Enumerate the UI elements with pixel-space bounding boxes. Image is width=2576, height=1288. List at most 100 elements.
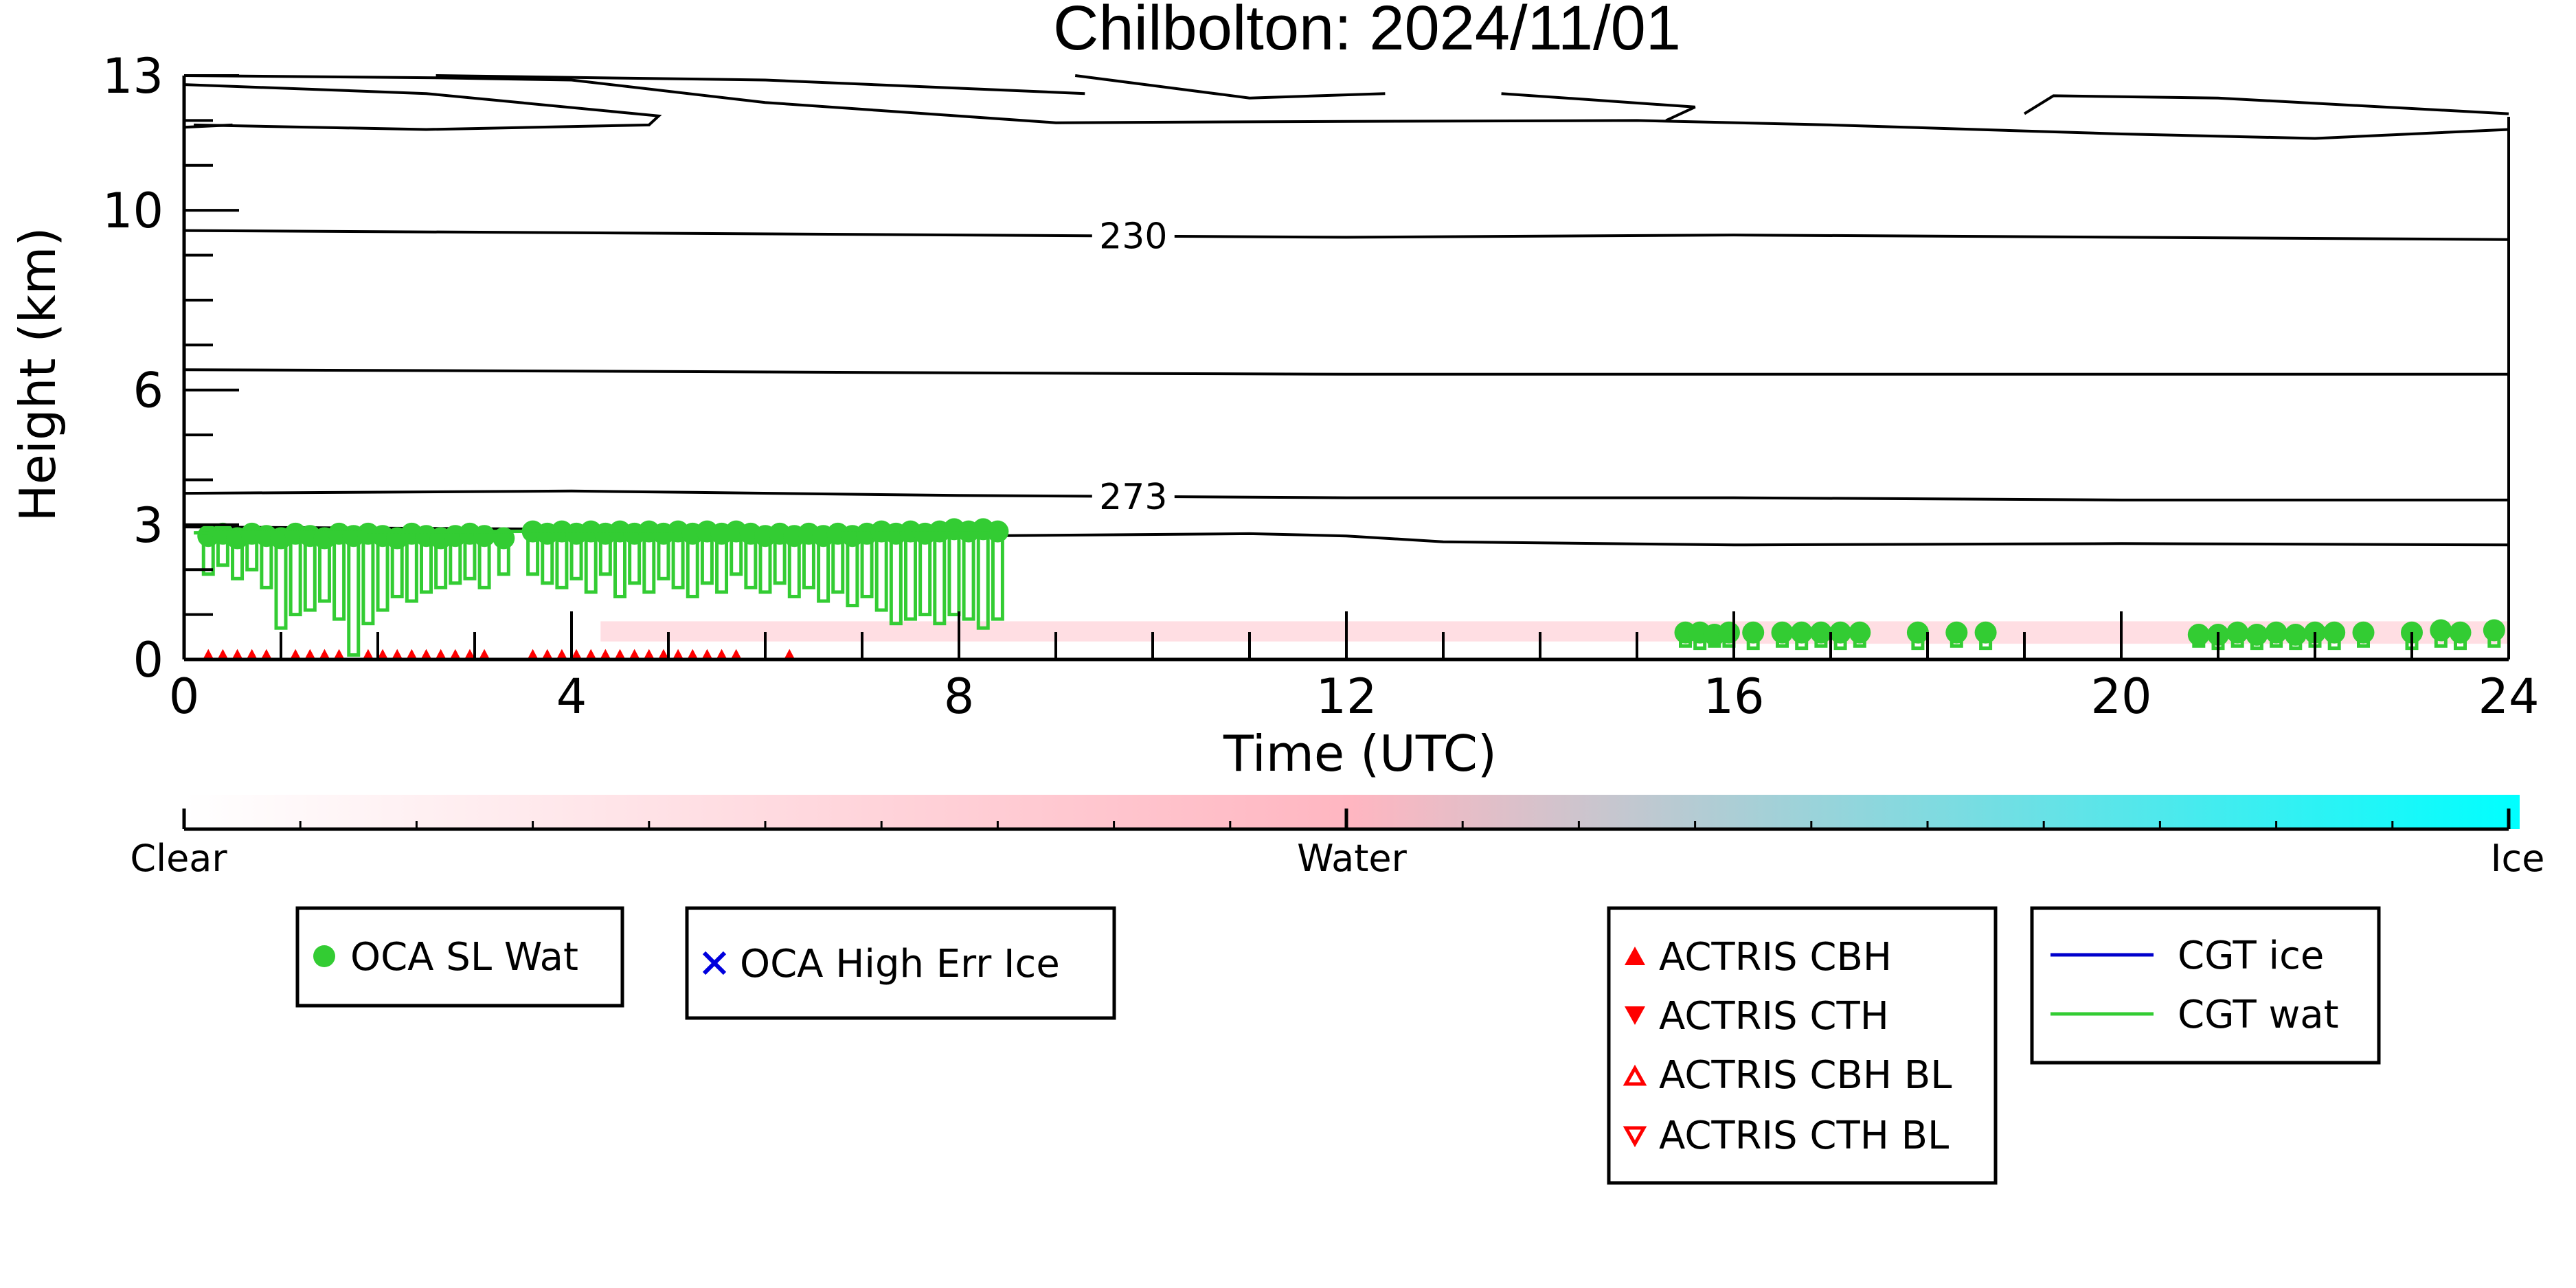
actris-cbh-point	[216, 648, 229, 661]
temperature-contours: 230 273	[183, 74, 2509, 547]
oca-sl-wat-bar	[889, 532, 903, 626]
actris-cbh-point	[570, 648, 583, 661]
legend-label-cgt-wat: CGT wat	[2178, 993, 2339, 1037]
actris-cbh-point	[420, 648, 433, 661]
oca-sl-wat-bar	[962, 530, 975, 621]
oca-sl-wat-point	[1809, 621, 1832, 644]
actris-cbh-point	[434, 648, 447, 661]
contour-line-5	[183, 74, 2509, 140]
oca-sl-wat-point	[2483, 619, 2505, 642]
legend-marker-actris-cth	[1625, 1006, 1645, 1025]
actris-cbh-point	[541, 648, 554, 661]
oca-sl-wat-bar	[289, 532, 302, 617]
oca-sl-wat-bar	[874, 530, 888, 612]
x-tick-label: 16	[1703, 668, 1764, 725]
y-tick-label: 6	[133, 363, 163, 419]
colorbar	[184, 795, 2520, 829]
oca-sl-wat-bar	[991, 530, 1004, 621]
oca-sl-wat-point	[2430, 619, 2452, 642]
legend-label-actris-cth-bl: ACTRIS CTH BL	[1659, 1114, 1949, 1158]
contour-line-2	[183, 489, 2509, 501]
oca-sl-wat-bar	[976, 527, 990, 630]
x-tick-label: 0	[169, 668, 200, 725]
actris-cbh-point	[585, 648, 598, 661]
contour-line-0	[183, 229, 2509, 241]
legend-label-actris-cbh-bl: ACTRIS CBH BL	[1659, 1053, 1952, 1098]
oca-sl-wat-bar	[933, 530, 947, 626]
actris-cbh-point	[642, 648, 655, 661]
actris-cbh-point	[405, 648, 418, 661]
legend-marker-oca-high-err-ice	[702, 951, 727, 975]
actris-cbh-point	[391, 648, 404, 661]
oca-sl-wat-point	[1945, 621, 1968, 644]
actris-cbh-point	[376, 648, 389, 661]
oca-sl-wat-point	[2187, 624, 2210, 646]
actris-cbh-point	[332, 648, 346, 661]
oca-sl-wat-point	[2246, 624, 2268, 646]
oca-sl-wat-point	[2226, 621, 2249, 644]
actris-cbh-point	[783, 648, 796, 661]
oca-sl-wat-point	[1829, 621, 1852, 644]
oca-sl-wat-bar	[918, 532, 932, 617]
plot-axes: 0 4 8 12 16 20 24 0 3 6 10 13	[102, 48, 2540, 725]
actris-cbh-point	[730, 648, 743, 661]
contour-label-bg-2	[1092, 475, 1175, 517]
actris-cbh-point	[686, 648, 699, 661]
legend-label-actris-cbh: ACTRIS CBH	[1659, 935, 1892, 980]
colorbar-label-clear: Clear	[130, 837, 227, 880]
oca-sl-wat-bar	[303, 534, 317, 612]
chart-title: Chilbolton: 2024/11/01	[1053, 0, 1681, 63]
x-tick-label: 4	[556, 668, 587, 725]
legend-label-actris-cth: ACTRIS CTH	[1659, 994, 1889, 1039]
actris-cbh-point	[318, 648, 331, 661]
actris-cbh-point	[231, 648, 244, 661]
actris-cbh-point	[245, 648, 258, 661]
y-tick-label: 13	[102, 48, 163, 104]
x-tick-label: 12	[1315, 668, 1377, 725]
contour-line-9	[2023, 94, 2509, 115]
legend-cgt: CGT ice CGT wat	[2030, 906, 2381, 1065]
actris-cbh-point	[715, 648, 728, 661]
y-tick-label: 0	[133, 632, 163, 688]
actris-cbh-point	[463, 648, 476, 661]
oca-sl-wat-point	[2284, 624, 2307, 646]
oca-sl-wat-bar	[332, 532, 346, 621]
actris-cbh-point	[449, 648, 462, 661]
x-tick-label: 20	[2090, 668, 2151, 725]
actris-cbh-point	[478, 648, 491, 661]
legend-oca-sl-wat: OCA SL Wat	[295, 906, 624, 1008]
colorbar-label-water: Water	[1297, 837, 1407, 880]
x-tick-label: 8	[944, 668, 975, 725]
cgt-wat-line	[194, 527, 1008, 535]
oca-sl-wat-bar	[904, 530, 917, 621]
contour-label-273: 273	[1099, 477, 1167, 518]
legend-oca-high-err-ice: OCA High Err Ice	[685, 906, 1116, 1020]
colorbar-label-ice: Ice	[2491, 837, 2545, 880]
oca-sl-wat-point	[1771, 621, 1794, 644]
actris-cbh-series	[202, 648, 796, 661]
water-band-0	[600, 621, 1686, 642]
actris-cbh-point	[613, 648, 626, 661]
y-tick-label: 3	[133, 497, 163, 554]
contour-label-230: 230	[1099, 216, 1167, 258]
oca-sl-wat-point	[1974, 621, 1997, 644]
legend-marker-oca-sl-wat	[313, 945, 335, 967]
oca-sl-wat-point	[2323, 621, 2346, 644]
actris-cbh-point	[672, 648, 685, 661]
x-tick-label: 24	[2478, 668, 2539, 725]
actris-cbh-point	[260, 648, 273, 661]
legend-marker-actris-cbh	[1625, 947, 1645, 965]
legend-label-cgt-ice: CGT ice	[2178, 934, 2324, 978]
oca-sl-wat-point	[2449, 621, 2472, 644]
actris-cbh-point	[289, 648, 302, 661]
actris-cbh-point	[526, 648, 539, 661]
oca-sl-wat-bar	[947, 527, 961, 617]
legend-marker-actris-cth-bl	[1623, 1126, 1647, 1148]
legend-label-oca-sl-wat: OCA SL Wat	[350, 935, 578, 980]
legend-marker-actris-cbh-bl	[1623, 1064, 1647, 1086]
actris-cbh-point	[361, 648, 374, 661]
y-tick-label: 10	[102, 183, 163, 239]
actris-cbh-point	[701, 648, 714, 661]
actris-cbh-point	[628, 648, 641, 661]
